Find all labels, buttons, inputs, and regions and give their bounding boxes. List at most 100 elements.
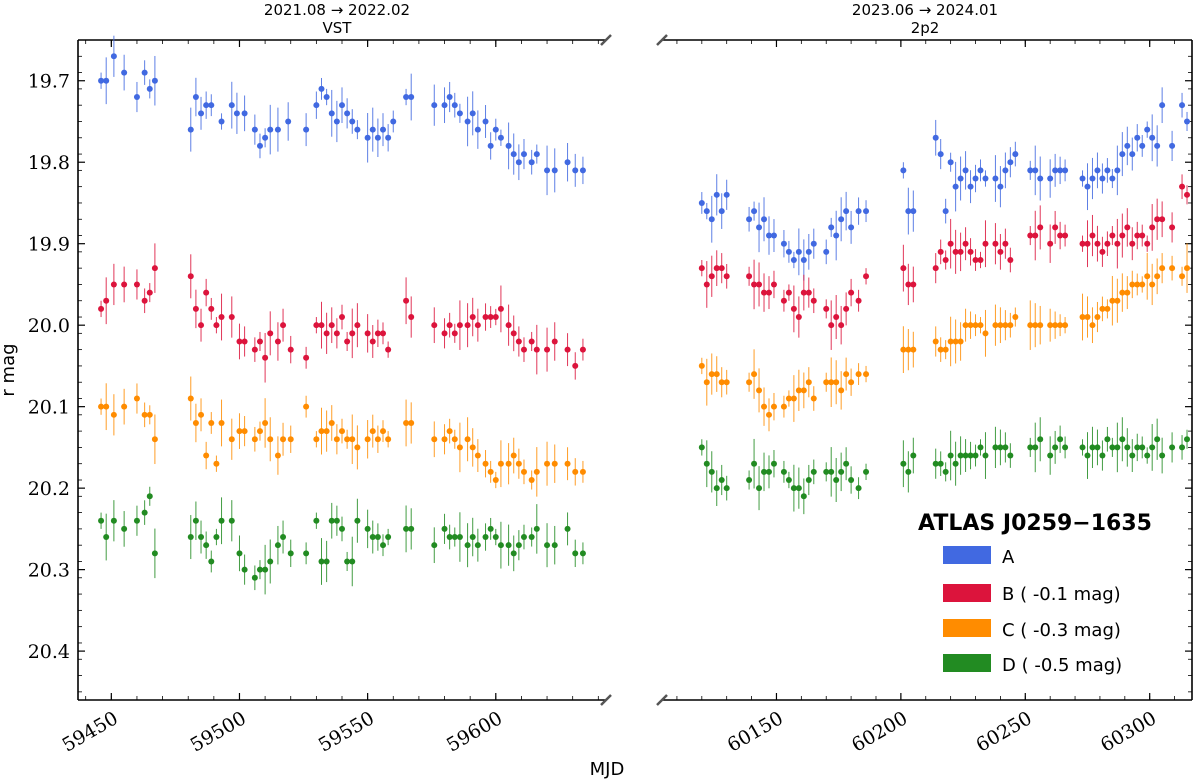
data-point — [1104, 167, 1111, 174]
data-point — [267, 436, 274, 443]
data-point — [533, 346, 540, 353]
data-point — [339, 314, 345, 321]
data-point — [790, 395, 797, 402]
data-point — [932, 265, 939, 272]
panel-2-title-instrument: 2p2 — [911, 19, 940, 37]
data-point — [241, 566, 248, 573]
data-point — [942, 346, 949, 353]
data-point — [713, 485, 720, 492]
data-point — [364, 436, 371, 443]
data-point — [1159, 265, 1166, 272]
data-point — [1154, 142, 1161, 149]
data-point — [1052, 224, 1059, 231]
data-point — [718, 379, 725, 386]
data-point — [374, 534, 381, 541]
data-point — [579, 550, 586, 557]
data-point — [564, 525, 571, 532]
data-point — [349, 558, 356, 565]
data-point — [208, 419, 215, 426]
data-point — [551, 542, 558, 549]
data-point — [785, 477, 792, 483]
data-point — [905, 468, 912, 475]
data-point — [487, 142, 494, 149]
data-point — [1154, 273, 1161, 280]
data-point — [932, 134, 939, 141]
data-point — [1094, 240, 1101, 247]
data-point — [900, 460, 907, 467]
data-point — [505, 322, 512, 329]
data-point — [977, 167, 984, 174]
data-point — [1184, 436, 1191, 443]
data-point — [323, 558, 330, 565]
data-point — [1179, 102, 1186, 109]
data-point — [533, 151, 540, 158]
data-point — [303, 550, 310, 557]
panel-1-title-period: 2021.08 → 2022.02 — [264, 1, 410, 19]
data-point — [855, 208, 862, 215]
data-point — [1134, 444, 1141, 451]
data-point — [833, 232, 840, 239]
data-point — [723, 191, 730, 198]
y-tick-label: 19.9 — [28, 234, 70, 256]
data-point — [505, 460, 512, 467]
data-point — [451, 330, 458, 337]
data-point — [313, 322, 320, 329]
data-point — [579, 167, 586, 174]
data-point — [151, 77, 158, 84]
data-point — [1079, 175, 1086, 182]
data-point — [528, 534, 535, 541]
data-point — [408, 419, 415, 426]
data-point — [1124, 289, 1131, 296]
data-point — [957, 452, 964, 459]
data-point — [713, 191, 720, 198]
data-point — [756, 281, 763, 288]
data-point — [967, 248, 974, 255]
data-point — [1089, 322, 1096, 329]
data-point — [765, 468, 772, 475]
data-point — [900, 265, 907, 272]
data-point — [280, 436, 287, 443]
data-point — [982, 175, 989, 182]
data-point — [967, 183, 974, 190]
y-tick-label: 19.8 — [28, 152, 70, 174]
data-point — [492, 314, 499, 321]
data-point — [344, 338, 351, 345]
data-point — [1109, 232, 1116, 239]
data-point — [287, 436, 294, 443]
data-point — [992, 240, 999, 247]
data-point — [1007, 159, 1014, 166]
data-point — [1047, 322, 1054, 329]
data-point — [765, 232, 772, 239]
data-point — [1062, 444, 1069, 451]
data-point — [369, 126, 376, 133]
data-point — [510, 452, 517, 459]
legend-label-a: A — [1002, 547, 1015, 568]
data-point — [1169, 142, 1176, 149]
data-point — [1047, 452, 1054, 459]
data-point — [997, 183, 1004, 190]
data-point — [848, 477, 855, 483]
data-point — [795, 485, 802, 492]
x-tick-label: 60250 — [972, 707, 1035, 756]
data-point — [380, 542, 387, 549]
data-point — [364, 525, 371, 532]
data-point — [403, 525, 410, 532]
data-point — [957, 175, 964, 182]
data-point — [110, 281, 117, 288]
data-point — [1099, 175, 1106, 182]
data-point — [1129, 240, 1136, 247]
data-point — [1129, 281, 1136, 288]
data-point — [1079, 240, 1086, 247]
x-tick-label: 59450 — [58, 707, 121, 756]
data-point — [121, 403, 128, 410]
data-point — [770, 403, 777, 410]
data-point — [456, 110, 463, 117]
data-point — [947, 159, 954, 166]
data-point — [833, 379, 840, 386]
data-point — [505, 542, 512, 549]
data-point — [1104, 305, 1111, 312]
data-point — [267, 558, 274, 565]
data-point — [208, 305, 215, 312]
data-point — [1007, 452, 1014, 459]
data-point — [133, 281, 140, 288]
